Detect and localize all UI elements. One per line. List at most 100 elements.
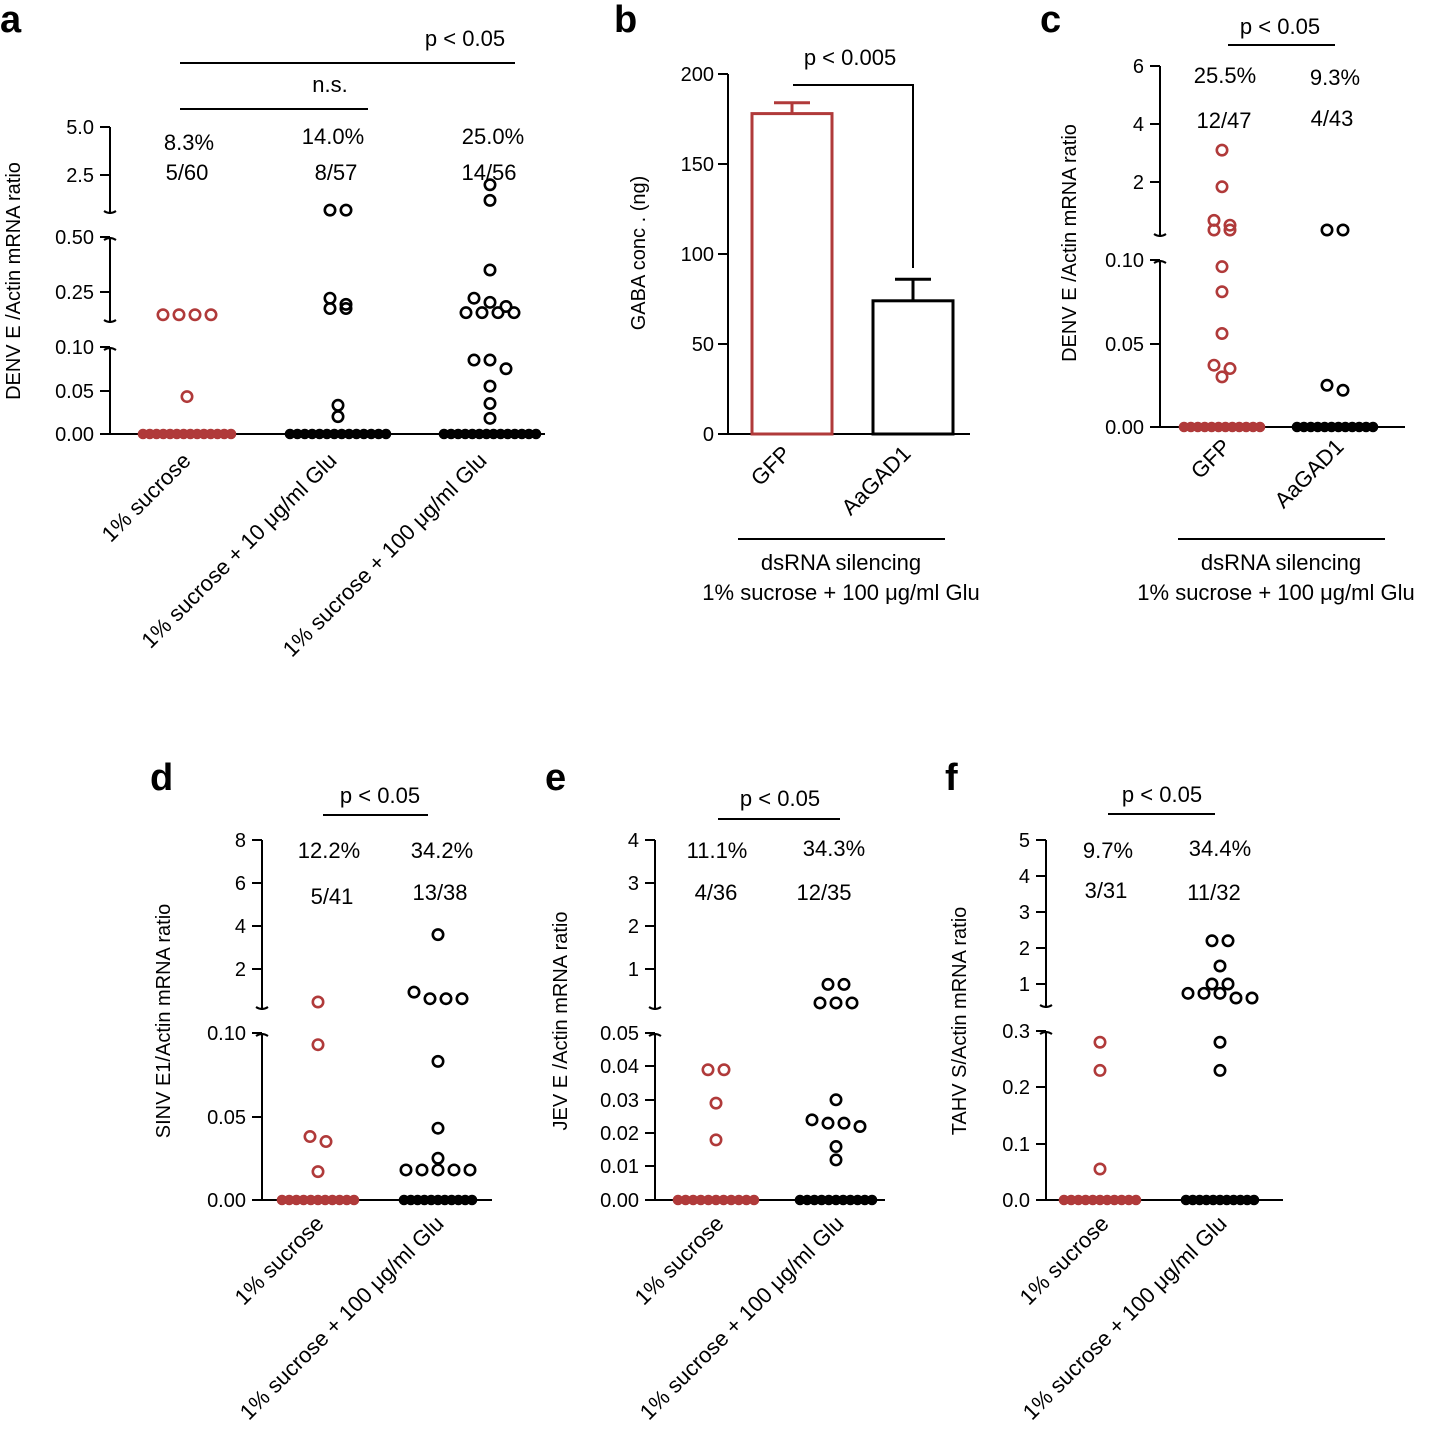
y-axis-label: SINV E1/Actin mRNA ratio [153,904,175,1139]
y-tick-label: 5.0 [66,117,94,139]
data-point [459,428,471,440]
data-point [291,1194,302,1206]
data-points [1058,934,1260,1206]
group-label: 1% sucrose + 100 μg/ml Glu [1137,580,1414,605]
data-point [331,398,345,412]
p-value-label: p < 0.05 [340,783,420,808]
data-point [1223,223,1237,237]
data-point [447,1163,461,1177]
data-point [1254,421,1266,433]
data-point [1201,1194,1212,1206]
data-point [305,1194,317,1206]
p-value-label: p < 0.05 [1122,782,1202,807]
category-label: GFP [746,441,796,491]
y-tick-label: 0.05 [1105,334,1144,356]
y-axis: 0.00 0.05 0.10 0.25 0.50 2.5 5.0 [55,117,117,446]
y-tick-label: 2 [1133,172,1144,194]
significance-bracket: p < 0.005 [793,45,914,268]
data-point [178,428,189,440]
panel-letter-a: a [0,0,22,41]
data-point [303,1130,317,1144]
data-point [323,291,337,305]
data-point [276,1194,288,1206]
count-label: 8/57 [315,160,358,185]
data-point [1180,1194,1192,1206]
data-point [1093,1035,1107,1049]
y-tick-label: 0.10 [207,1023,246,1045]
data-point [1320,378,1334,392]
y-tick-label: 0.2 [1002,1077,1030,1099]
y-tick-label: 0.3 [1002,1021,1030,1043]
data-point [1228,1194,1239,1206]
data-point [180,390,194,404]
data-point [185,428,196,440]
y-tick-label: 0.00 [1105,417,1144,439]
data-point [341,1194,353,1206]
significance-bracket: p < 0.05 [718,786,840,820]
y-axis-label: DENV E /Actin mRNA ratio [3,162,25,400]
data-point [1223,218,1237,232]
data-point [1305,421,1317,433]
data-point [1192,421,1204,433]
data-point [483,379,497,393]
y-tick-label: 6 [235,873,246,895]
count-label: 4/43 [1311,106,1354,131]
data-point [1215,285,1229,299]
data-point [463,1163,477,1177]
data-point [423,992,437,1006]
data-point [467,353,481,367]
data-point [466,1194,478,1206]
y-axis-label: DENV E /Actin mRNA ratio [1059,124,1081,362]
data-point [339,297,353,311]
panel-b: b GABA conc . (ng) 0 50 100 150 200 p < … [614,0,980,605]
data-point [452,428,464,440]
y-tick-label: 200 [681,64,714,86]
data-point [312,1194,324,1206]
significance-bracket: p < 0.05 [323,783,428,816]
data-point [311,1038,325,1052]
data-point [1207,358,1221,372]
y-tick-label: 2.5 [66,165,94,187]
data-point [283,1194,295,1206]
panel-c: c DENV E /Actin mRNA ratio 0.00 0.05 0.1… [1040,0,1415,605]
panel-letter-f: f [945,757,958,799]
data-point [298,1194,309,1206]
data-point [1245,991,1259,1005]
data-point [151,428,162,440]
y-tick-label: 50 [692,334,714,356]
data-point [431,1163,445,1177]
data-point [830,1194,842,1206]
data-point [459,1194,471,1206]
y-tick-label: 150 [681,154,714,176]
category-label: GFP [1186,434,1236,484]
data-point [829,1153,843,1167]
data-point [1094,1194,1106,1206]
data-point [1248,1194,1260,1206]
data-point [845,996,859,1010]
y-tick-label: 0.10 [1105,250,1144,272]
data-point [823,1194,835,1206]
data-point [1215,326,1229,340]
y-tick-label: 0.1 [1002,1134,1030,1156]
y-axis-label: TAHV S/Actin mRNA ratio [949,907,971,1136]
data-point [405,1194,417,1206]
percent-label: 12.2% [298,838,360,863]
data-point [516,428,528,440]
category-label: 1% sucrose [97,448,196,547]
data-point [1197,986,1211,1000]
y-tick-label: 4 [1019,866,1030,888]
panel-a: a DENV E /Actin mRNA ratio 0.00 0.05 0.1… [0,0,545,662]
data-point [1073,1194,1084,1206]
category-label: 1% sucrose + 100 μg/ml Glu [1018,1211,1232,1425]
data-point [821,977,835,991]
data-point [158,428,169,440]
data-point [1319,421,1330,433]
data-point [837,1116,851,1130]
ns-label: n.s. [312,72,347,97]
data-point [829,1093,843,1107]
data-point [816,1194,827,1206]
percent-label: 8.3% [164,130,214,155]
panel-d: d SINV E1/Actin mRNA ratio 0.00 0.05 0.1… [150,757,492,1425]
y-tick-label: 4 [1133,114,1144,136]
data-point [1247,421,1259,433]
